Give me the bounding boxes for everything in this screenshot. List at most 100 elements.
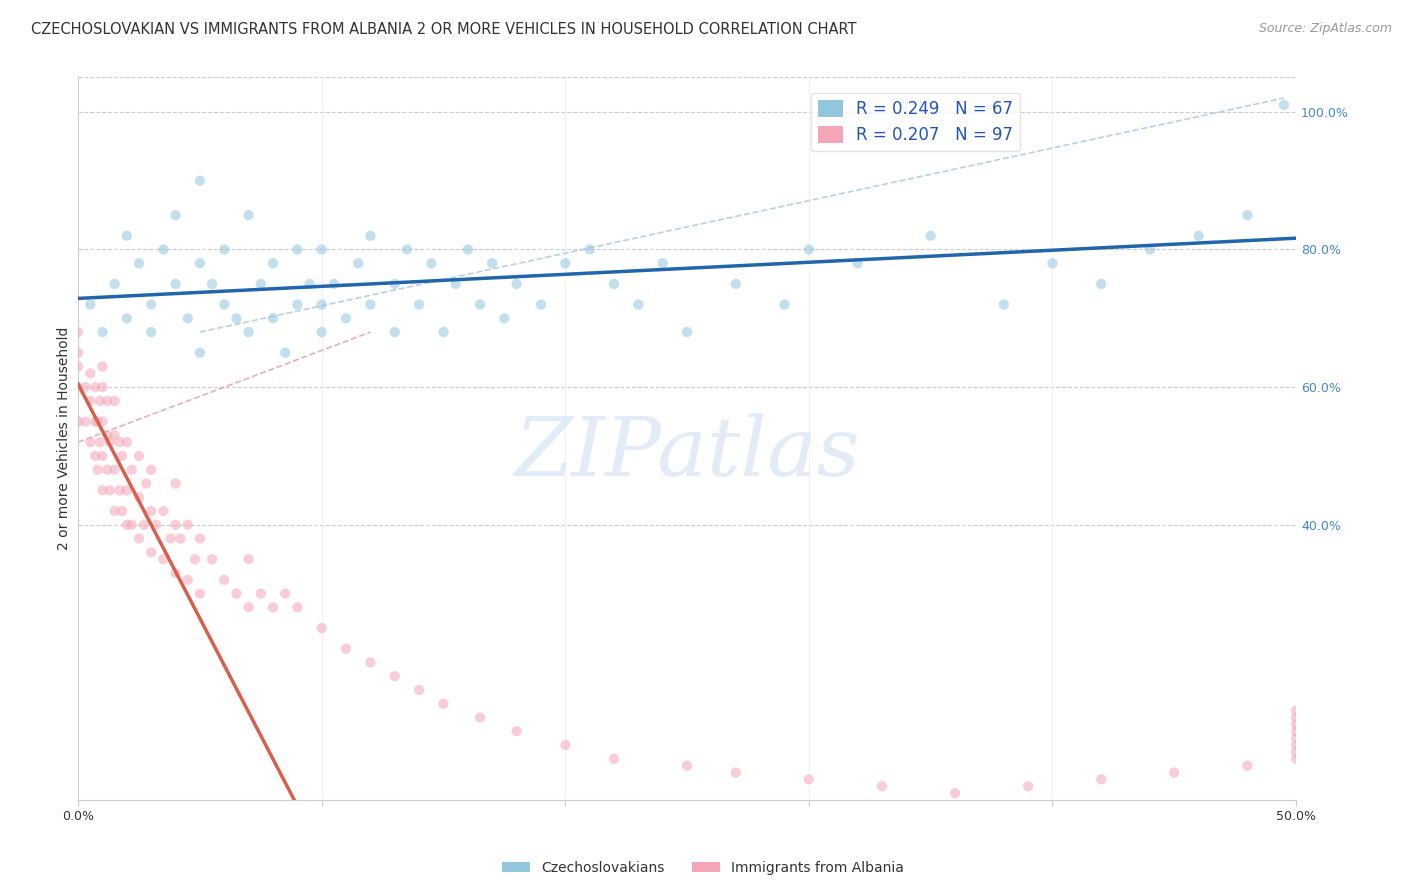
Point xyxy=(262,311,284,326)
Point xyxy=(238,208,260,222)
Point xyxy=(67,325,90,339)
Point xyxy=(214,573,236,587)
Point xyxy=(1236,758,1258,772)
Point xyxy=(152,552,174,566)
Point xyxy=(91,483,114,498)
Point xyxy=(1272,98,1295,112)
Point xyxy=(75,415,97,429)
Point xyxy=(530,297,553,311)
Point xyxy=(96,463,118,477)
Point xyxy=(262,256,284,270)
Point xyxy=(1163,765,1185,780)
Point xyxy=(1042,256,1064,270)
Point xyxy=(238,552,260,566)
Point xyxy=(724,765,747,780)
Point xyxy=(141,297,163,311)
Point xyxy=(104,463,127,477)
Point xyxy=(993,297,1015,311)
Point xyxy=(311,297,333,311)
Point xyxy=(359,297,381,311)
Point xyxy=(115,435,138,450)
Point xyxy=(1017,780,1039,794)
Point xyxy=(1285,752,1308,766)
Point xyxy=(1285,724,1308,739)
Point xyxy=(84,449,107,463)
Point xyxy=(298,277,321,291)
Point xyxy=(554,738,576,752)
Point xyxy=(128,256,150,270)
Point xyxy=(603,277,626,291)
Point xyxy=(188,174,211,188)
Point xyxy=(89,393,111,408)
Point xyxy=(432,325,454,339)
Point xyxy=(67,380,90,394)
Point xyxy=(128,532,150,546)
Point xyxy=(188,586,211,600)
Point xyxy=(165,517,187,532)
Point xyxy=(1285,738,1308,752)
Point xyxy=(75,380,97,394)
Point xyxy=(165,277,187,291)
Point xyxy=(177,573,200,587)
Point xyxy=(408,297,430,311)
Point xyxy=(274,345,297,359)
Point xyxy=(104,428,127,442)
Point xyxy=(214,297,236,311)
Point xyxy=(96,428,118,442)
Point xyxy=(285,243,308,257)
Point xyxy=(311,621,333,635)
Point xyxy=(141,504,163,518)
Point xyxy=(165,476,187,491)
Point xyxy=(238,325,260,339)
Point xyxy=(797,772,820,787)
Point xyxy=(1285,704,1308,718)
Point xyxy=(359,656,381,670)
Point xyxy=(627,297,650,311)
Point xyxy=(797,243,820,257)
Point xyxy=(104,277,127,291)
Point xyxy=(250,586,273,600)
Point xyxy=(201,552,224,566)
Point xyxy=(98,483,121,498)
Point xyxy=(84,380,107,394)
Point xyxy=(285,600,308,615)
Point xyxy=(250,277,273,291)
Point xyxy=(152,504,174,518)
Point xyxy=(481,256,503,270)
Point xyxy=(1090,772,1112,787)
Point xyxy=(468,710,491,724)
Point xyxy=(79,297,101,311)
Point xyxy=(96,393,118,408)
Point xyxy=(603,752,626,766)
Point xyxy=(121,463,143,477)
Point xyxy=(225,586,247,600)
Point xyxy=(152,243,174,257)
Point xyxy=(115,483,138,498)
Point xyxy=(91,325,114,339)
Point xyxy=(773,297,796,311)
Point xyxy=(188,532,211,546)
Legend: R = 0.249   N = 67, R = 0.207   N = 97: R = 0.249 N = 67, R = 0.207 N = 97 xyxy=(811,93,1019,151)
Point xyxy=(91,449,114,463)
Point xyxy=(165,208,187,222)
Point xyxy=(920,228,942,243)
Point xyxy=(188,345,211,359)
Point xyxy=(408,682,430,697)
Point xyxy=(1236,208,1258,222)
Point xyxy=(322,277,344,291)
Point xyxy=(384,325,406,339)
Point xyxy=(846,256,869,270)
Point xyxy=(67,359,90,374)
Point xyxy=(79,393,101,408)
Point xyxy=(311,325,333,339)
Point xyxy=(943,786,966,800)
Point xyxy=(870,780,893,794)
Point xyxy=(225,311,247,326)
Point xyxy=(432,697,454,711)
Point xyxy=(311,243,333,257)
Point xyxy=(676,325,699,339)
Point xyxy=(188,256,211,270)
Point xyxy=(67,345,90,359)
Point xyxy=(159,532,181,546)
Point xyxy=(108,483,131,498)
